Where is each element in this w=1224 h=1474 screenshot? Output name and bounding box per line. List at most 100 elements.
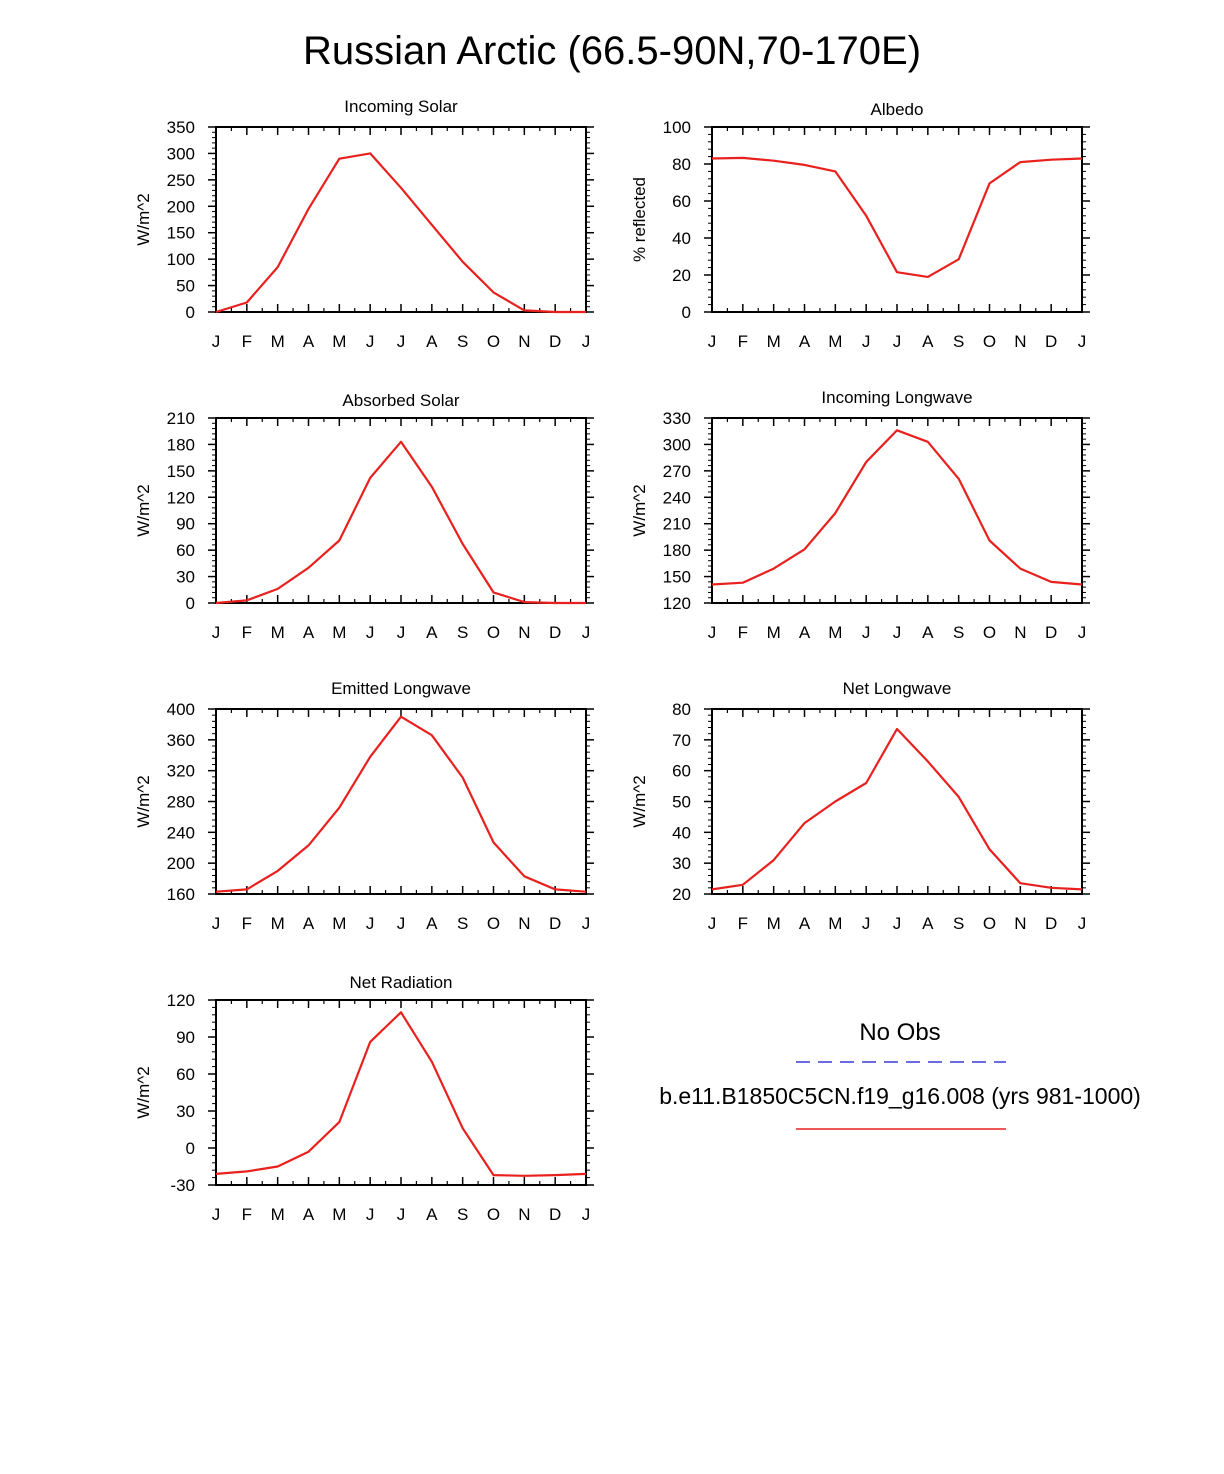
x-tick-label: A [922, 914, 934, 933]
y-tick-label: 40 [672, 823, 691, 842]
y-axis-label: W/m^2 [630, 775, 649, 827]
x-tick-label: J [397, 914, 406, 933]
y-tick-label: 60 [176, 1065, 195, 1084]
y-tick-label: 120 [167, 991, 195, 1010]
x-tick-label: J [708, 623, 717, 642]
x-tick-label: J [366, 914, 375, 933]
x-tick-label: J [212, 1205, 221, 1224]
x-tick-label: M [332, 914, 346, 933]
x-tick-label: F [738, 623, 748, 642]
x-tick-label: J [862, 332, 871, 351]
plot-frame [711, 126, 1083, 313]
x-tick-label: N [518, 623, 530, 642]
y-tick-label: 70 [672, 731, 691, 750]
x-tick-label: J [708, 914, 717, 933]
y-tick-label: 0 [186, 1139, 195, 1158]
x-tick-label: J [582, 1205, 591, 1224]
x-tick-label: A [303, 623, 315, 642]
y-tick-label: 0 [682, 303, 691, 322]
y-tick-label: 180 [663, 541, 691, 560]
y-tick-label: 240 [167, 823, 195, 842]
x-tick-label: J [397, 623, 406, 642]
x-tick-label: M [767, 623, 781, 642]
x-tick-label: F [738, 332, 748, 351]
x-tick-label: M [271, 623, 285, 642]
series-line [215, 1011, 587, 1177]
x-tick-label: J [366, 332, 375, 351]
chart-title: Albedo [871, 100, 924, 119]
y-tick-label: 40 [672, 229, 691, 248]
x-tick-label: A [799, 332, 811, 351]
x-tick-label: N [1014, 332, 1026, 351]
x-tick-label: J [893, 332, 902, 351]
y-tick-label: 250 [167, 171, 195, 190]
y-tick-label: 280 [167, 793, 195, 812]
series-line [215, 440, 586, 605]
y-tick-label: 20 [672, 266, 691, 285]
x-tick-label: J [582, 914, 591, 933]
x-tick-label: M [332, 1205, 346, 1224]
y-tick-label: 180 [167, 435, 195, 454]
y-tick-label: 350 [167, 118, 195, 137]
x-tick-label: O [983, 623, 996, 642]
x-tick-label: J [1078, 914, 1087, 933]
x-tick-label: D [549, 914, 561, 933]
y-tick-label: 90 [176, 515, 195, 534]
x-tick-label: A [426, 623, 438, 642]
chart-title: Absorbed Solar [342, 391, 460, 410]
y-tick-label: 240 [663, 488, 691, 507]
chart-title: Incoming Solar [344, 97, 458, 116]
x-tick-label: F [242, 623, 252, 642]
y-tick-label: 60 [176, 541, 195, 560]
x-tick-label: J [1078, 623, 1087, 642]
y-tick-label: 30 [672, 854, 691, 873]
x-tick-label: J [893, 623, 902, 642]
y-tick-label: 100 [167, 250, 195, 269]
y-tick-label: 60 [672, 192, 691, 211]
x-tick-label: S [457, 332, 468, 351]
x-tick-label: O [487, 914, 500, 933]
x-tick-label: A [922, 332, 934, 351]
plot-frame [215, 999, 587, 1186]
y-tick-label: 300 [167, 144, 195, 163]
x-tick-label: S [953, 914, 964, 933]
x-tick-label: S [953, 332, 964, 351]
y-axis-label: W/m^2 [134, 193, 153, 245]
x-tick-label: A [303, 914, 315, 933]
x-tick-label: N [518, 914, 530, 933]
chart-title: Incoming Longwave [821, 388, 972, 407]
plot-frame [215, 708, 587, 895]
x-tick-label: M [332, 623, 346, 642]
y-tick-label: -30 [170, 1176, 195, 1195]
y-tick-label: 100 [663, 118, 691, 137]
x-tick-label: M [828, 332, 842, 351]
x-tick-label: D [549, 1205, 561, 1224]
y-axis-label: % reflected [630, 177, 649, 262]
y-axis-label: W/m^2 [134, 775, 153, 827]
x-tick-label: O [983, 914, 996, 933]
x-tick-label: S [457, 623, 468, 642]
y-tick-label: 120 [167, 488, 195, 507]
x-tick-label: D [549, 332, 561, 351]
y-tick-label: 360 [167, 731, 195, 750]
chart-title: Emitted Longwave [331, 679, 471, 698]
x-tick-label: J [212, 623, 221, 642]
x-tick-label: N [518, 1205, 530, 1224]
x-tick-label: F [738, 914, 748, 933]
x-tick-label: N [1014, 623, 1026, 642]
legend: No Obs b.e11.B1850C5CN.f19_g16.008 (yrs … [659, 1019, 1141, 1130]
series-line [215, 715, 587, 893]
x-tick-label: A [426, 332, 438, 351]
y-tick-label: 150 [663, 568, 691, 587]
x-tick-label: A [303, 1205, 315, 1224]
x-tick-label: F [242, 332, 252, 351]
x-tick-label: M [271, 1205, 285, 1224]
series-line [215, 152, 586, 314]
x-tick-label: M [767, 914, 781, 933]
y-tick-label: 80 [672, 700, 691, 719]
